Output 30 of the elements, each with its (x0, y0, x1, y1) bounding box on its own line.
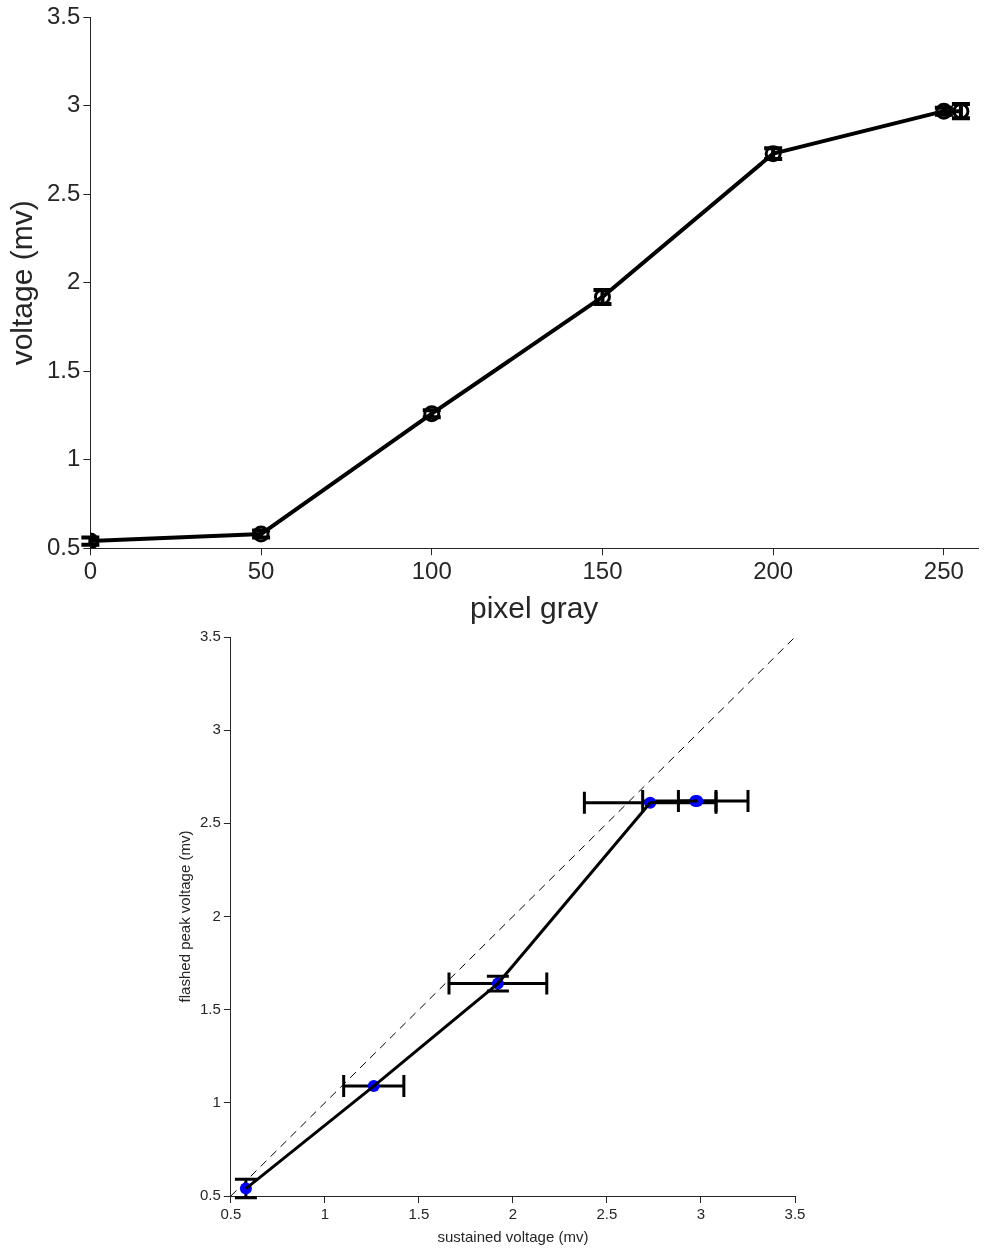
y-tick-label: 0.5 (46, 532, 81, 560)
y-axis-title: flashed peak voltage (mv) (176, 830, 194, 1003)
y-tick-label: 1 (212, 1092, 221, 1110)
y-tick-label: 3 (67, 90, 81, 118)
y-tick-label: 2 (212, 906, 221, 924)
y-tick-label: 1 (67, 444, 81, 472)
y-tick-label: 2.5 (46, 178, 81, 206)
y-axis-title: voltage (mv) (5, 200, 39, 366)
x-tick-label: 2.5 (596, 1205, 618, 1223)
x-axis-title: sustained voltage (mv) (437, 1228, 589, 1246)
x-tick-label: 3 (696, 1205, 706, 1223)
y-tick-label: 3.5 (199, 627, 221, 645)
x-tick-label: 100 (411, 557, 452, 585)
x-tick-label: 200 (753, 557, 794, 585)
y-tick-label: 3.5 (46, 2, 81, 30)
x-tick-label: 3.5 (784, 1205, 806, 1223)
x-axis-title: pixel gray (469, 591, 599, 625)
x-tick-label: 0 (83, 557, 98, 585)
y-tick-label: 1.5 (199, 999, 221, 1017)
y-tick-label: 0.5 (199, 1186, 221, 1204)
x-tick-label: 250 (923, 557, 964, 585)
x-tick-label: 1.5 (408, 1205, 430, 1223)
y-tick-label: 3 (212, 720, 221, 738)
y-tick-label: 1.5 (46, 355, 81, 383)
x-tick-label: 2 (508, 1205, 518, 1223)
y-tick-label: 2 (67, 267, 81, 295)
x-tick-label: 50 (247, 557, 275, 585)
x-tick-label: 1 (320, 1205, 330, 1223)
y-tick-label: 2.5 (199, 813, 221, 831)
x-tick-label: 150 (582, 557, 623, 585)
